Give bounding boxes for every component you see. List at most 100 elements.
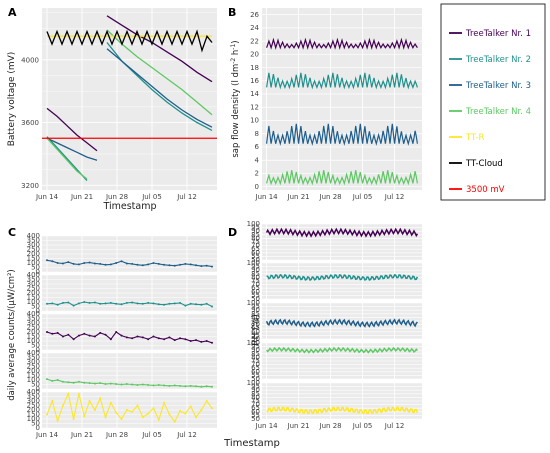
data-point bbox=[72, 262, 75, 265]
data-point bbox=[141, 336, 144, 339]
data-point bbox=[77, 392, 80, 395]
x-axis-ticks: Jun 14 Jun 21 Jun 28 Jul 05 Jul 12 bbox=[35, 193, 197, 201]
data-point bbox=[205, 400, 208, 402]
legend-label: 3500 mV bbox=[466, 185, 505, 195]
data-point bbox=[173, 339, 176, 342]
legend-box bbox=[440, 3, 546, 201]
x-tick-label: Jul 12 bbox=[176, 431, 197, 439]
data-point bbox=[200, 265, 203, 268]
x-tick-label: Jul 05 bbox=[352, 193, 373, 201]
data-point bbox=[136, 404, 139, 407]
data-point bbox=[46, 331, 48, 333]
data-point bbox=[141, 264, 144, 267]
data-point bbox=[125, 383, 128, 386]
y-tick-label: 26 bbox=[250, 11, 259, 19]
data-point bbox=[67, 392, 70, 395]
y-axis-label: sap flow density (l dm-2 h-1) bbox=[230, 40, 242, 157]
data-point bbox=[88, 382, 91, 385]
data-point bbox=[211, 305, 213, 308]
y-tick-label: 65 bbox=[251, 364, 260, 372]
data-point bbox=[46, 259, 48, 262]
y-tick-label: 70 bbox=[251, 281, 260, 289]
data-point bbox=[56, 419, 59, 422]
data-point bbox=[173, 264, 176, 267]
x-axis-ticks: Jun 14 Jun 21 Jun 28 Jul 05 Jul 12 bbox=[35, 431, 197, 439]
y-tick-label: 50 bbox=[251, 415, 260, 423]
data-point bbox=[147, 338, 150, 341]
legend-item-tt1: TreeTalker Nr. 1 bbox=[449, 29, 531, 39]
data-point bbox=[173, 384, 176, 387]
data-point bbox=[157, 383, 160, 386]
data-point bbox=[200, 303, 203, 306]
data-point bbox=[179, 384, 182, 387]
y-tick-label: 18 bbox=[250, 64, 259, 72]
y-tick-label: 300 bbox=[27, 358, 40, 366]
data-point bbox=[93, 409, 96, 411]
data-point bbox=[120, 418, 123, 420]
y-tick-label: 0 bbox=[36, 268, 40, 276]
y-tick-label: 300 bbox=[27, 280, 40, 288]
y-tick-label: 100 bbox=[247, 259, 260, 267]
data-point bbox=[83, 262, 86, 264]
series-line-tt3 bbox=[46, 137, 98, 161]
y-tick-label: 80 bbox=[251, 234, 260, 242]
y-tick-label: 6 bbox=[255, 143, 260, 151]
y-tick-label: 65 bbox=[251, 404, 260, 412]
data-point bbox=[115, 331, 118, 333]
y-tick-label: 55 bbox=[251, 371, 260, 379]
data-point bbox=[163, 263, 166, 266]
y-tick-label: 350 bbox=[27, 354, 40, 362]
legend-item-threshold: 3500 mV bbox=[449, 185, 505, 195]
data-point bbox=[205, 340, 208, 342]
y-tick-label: 70 bbox=[251, 321, 260, 329]
y-tick-label: 95 bbox=[251, 343, 260, 351]
data-point bbox=[77, 302, 80, 305]
data-point bbox=[163, 338, 166, 341]
legend-label: TreeTalker Nr. 4 bbox=[465, 107, 531, 117]
data-point bbox=[93, 262, 96, 265]
data-point bbox=[104, 416, 107, 419]
data-point bbox=[211, 407, 213, 410]
data-point bbox=[46, 413, 48, 416]
panel-label-b: B bbox=[228, 6, 236, 19]
data-point bbox=[200, 409, 203, 411]
data-point bbox=[51, 302, 54, 305]
data-point bbox=[125, 336, 128, 339]
series-group bbox=[266, 37, 418, 186]
y-tick-label: 50 bbox=[31, 303, 40, 311]
data-point bbox=[131, 337, 134, 340]
data-point bbox=[189, 263, 192, 266]
x-tick-label: Jun 14 bbox=[255, 422, 279, 430]
y-tick-label: 50 bbox=[31, 264, 40, 272]
x-tick-label: Jun 28 bbox=[105, 193, 128, 201]
y-tick-label: 200 bbox=[27, 367, 40, 375]
data-point bbox=[211, 385, 213, 388]
y-tick-label: 250 bbox=[27, 246, 40, 254]
y-tick-label: 75 bbox=[251, 277, 260, 285]
data-point bbox=[168, 413, 171, 416]
x-tick-label: Jun 28 bbox=[105, 431, 128, 439]
y-tick-label: 85 bbox=[251, 390, 260, 398]
y-axis-label: RH (%) bbox=[251, 314, 261, 345]
legend: TreeTalker Nr. 1 TreeTalker Nr. 2 TreeTalk… bbox=[440, 3, 546, 201]
y-tick-label: 400 bbox=[27, 310, 40, 318]
data-point bbox=[46, 302, 48, 305]
data-point bbox=[147, 412, 150, 415]
y-tick-label: 60 bbox=[251, 249, 260, 257]
data-point bbox=[61, 301, 64, 304]
data-point bbox=[99, 382, 102, 385]
data-point bbox=[83, 332, 86, 335]
y-tick-label: 20 bbox=[250, 51, 259, 59]
y-tick-label: 250 bbox=[27, 324, 40, 332]
x-axis-ticks: Jun 14 Jun 21 Jun 28 Jul 05 Jul 12 bbox=[255, 422, 405, 430]
data-point bbox=[109, 338, 112, 341]
data-point bbox=[136, 335, 139, 338]
y-tick-label: 300 bbox=[27, 241, 40, 249]
data-point bbox=[56, 379, 59, 381]
